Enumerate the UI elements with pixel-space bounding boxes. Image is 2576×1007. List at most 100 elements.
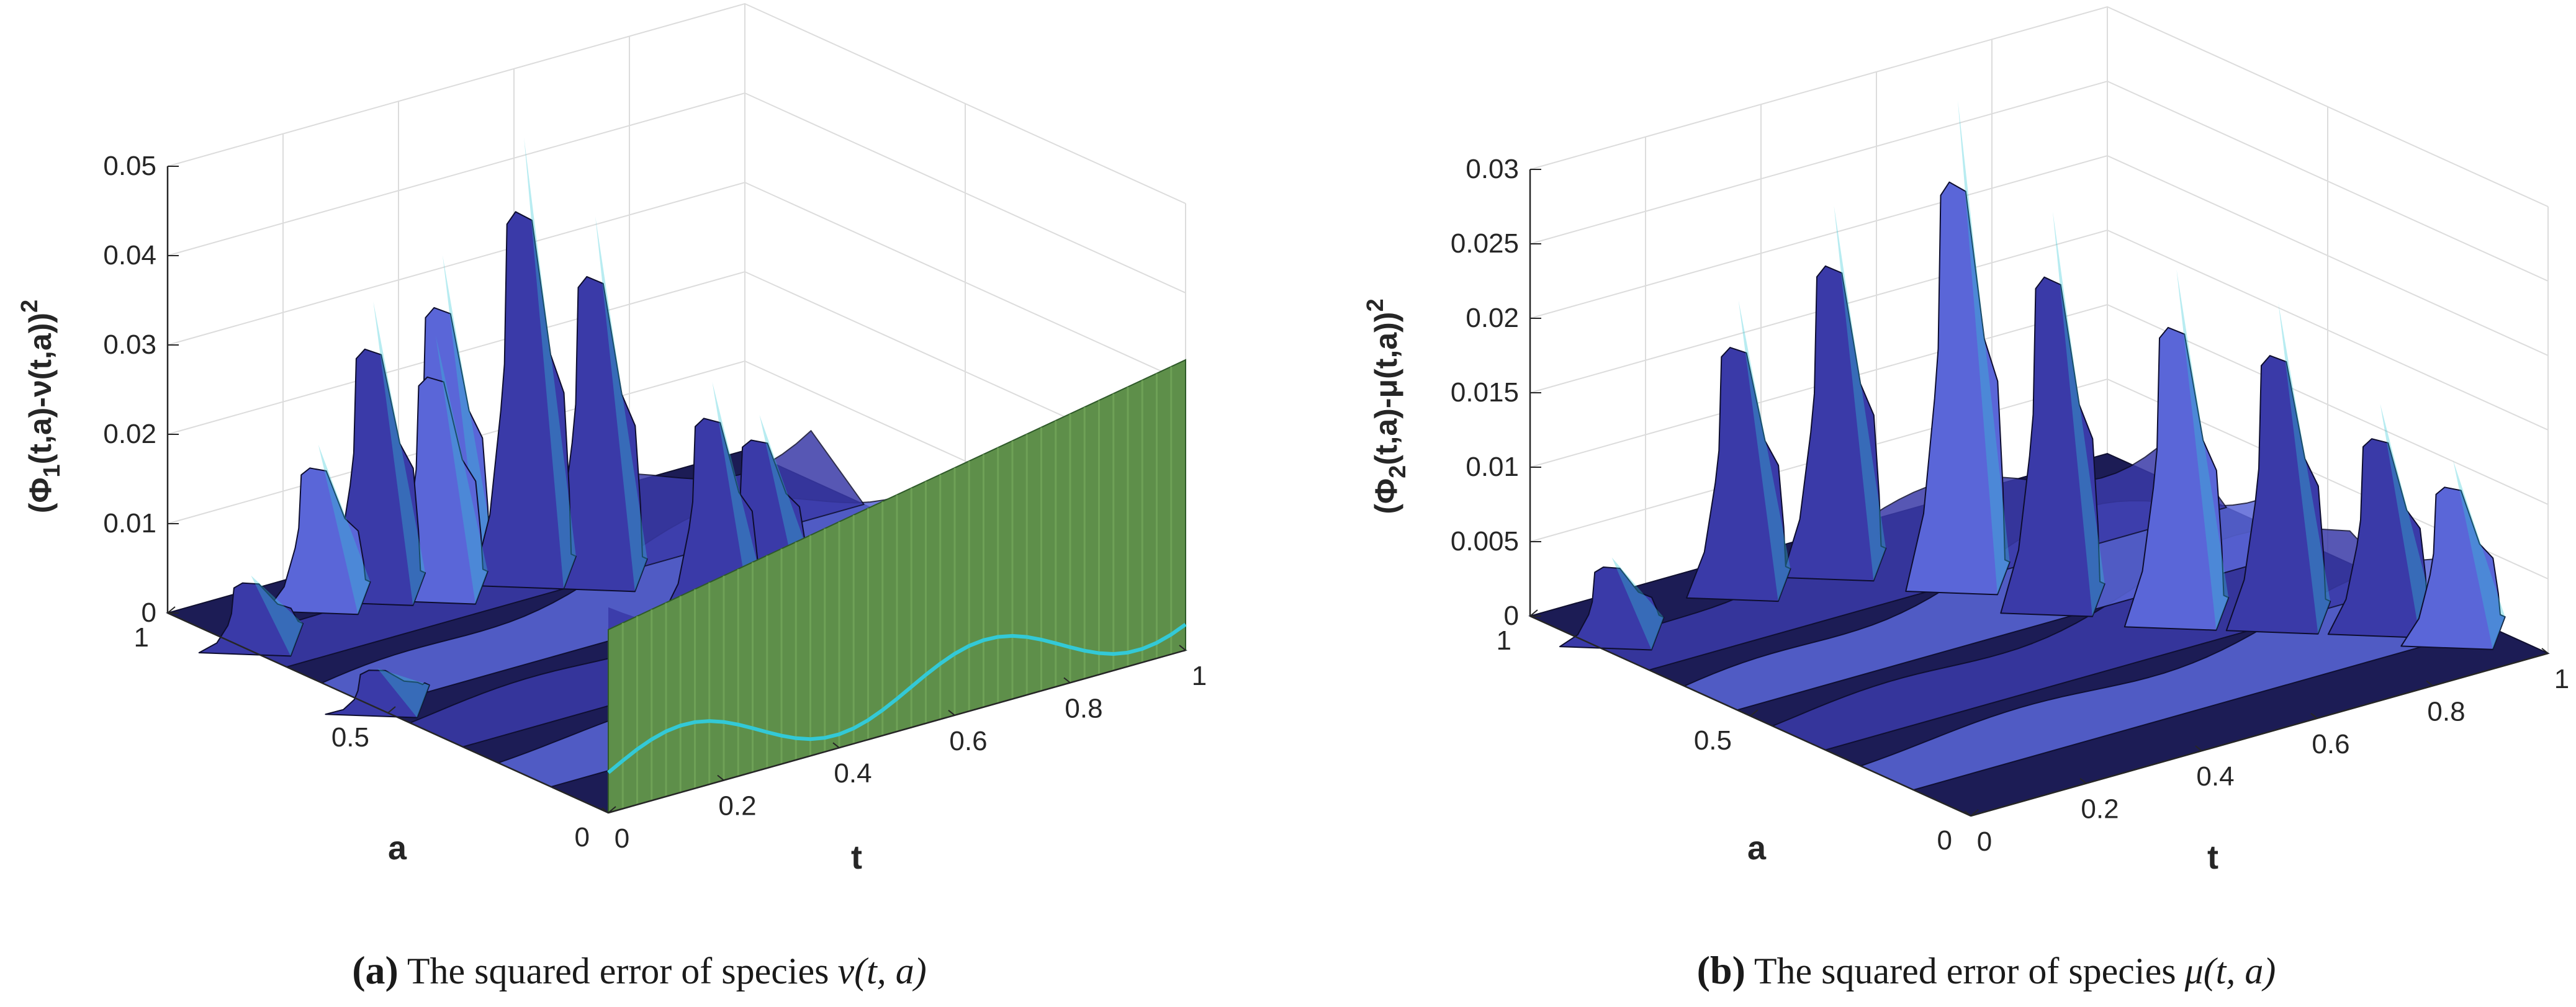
tick-t (2541, 648, 2549, 654)
tick-label-t: 1 (2554, 664, 2569, 694)
tick-label-z: 0.005 (1451, 526, 1519, 557)
tick-a (1529, 609, 1538, 617)
tick-label-z: 0.015 (1451, 377, 1519, 408)
tick-label-t: 0.8 (2427, 696, 2465, 727)
surface-peak-highlight (1958, 100, 2010, 595)
caption-a-text: The squared error of species (407, 951, 829, 991)
surface-peak (1559, 566, 1665, 651)
surface-peak (266, 467, 371, 615)
axis-label-z: (Φ2(t,a)-μ(t,a))2 (1362, 298, 1411, 514)
tick-a (608, 806, 616, 813)
tick-t (2426, 680, 2433, 687)
surface-peak-highlight (2453, 460, 2505, 650)
caption-a-tag: (a) (352, 948, 399, 992)
tick-t (2310, 713, 2318, 719)
surface-peak (2225, 355, 2331, 635)
tick-label-z: 0.01 (103, 508, 156, 539)
tick-label-z: 0.025 (1451, 228, 1519, 259)
tick-label-t: 0.2 (718, 791, 756, 821)
tick-label-a: 0.5 (331, 722, 369, 753)
axis-label-z-sup: 2 (1362, 298, 1389, 311)
tick-label-a: 1 (134, 622, 149, 653)
tick-t (2195, 745, 2202, 751)
axis-label-t: t (851, 839, 862, 876)
axis-label-z-sub: 2 (1385, 465, 1411, 478)
caption-a: (a) The squared error of species ν(t, a) (352, 948, 927, 992)
tick-label-z: 0.05 (103, 151, 156, 181)
surface-peak (2400, 486, 2506, 650)
surface-peak-highlight (2176, 269, 2229, 630)
surface-peak-highlight (1834, 205, 1886, 581)
tick-label-z: 0.02 (1466, 303, 1519, 333)
surface-peak-highlight (2380, 403, 2433, 638)
surface-peak-highlight (436, 336, 488, 604)
surface-peak-highlight (318, 444, 371, 615)
tick-label-a: 0 (1937, 825, 1952, 856)
tick-t (601, 807, 609, 813)
tick-label-t: 0.6 (949, 726, 987, 756)
axis-label-z-mid: (t,a)-μ(t,a)) (1369, 312, 1403, 465)
tick-t (2079, 777, 2087, 784)
tick-label-t: 0 (1977, 826, 1992, 857)
surface-peak (1905, 181, 2011, 596)
grid-line-z (167, 2, 1186, 204)
tick-label-z: 0 (142, 597, 156, 628)
tick-t (948, 710, 955, 716)
caption-b-math: μ(t, a) (2184, 951, 2276, 991)
tick-label-t: 0.2 (2081, 794, 2119, 825)
axis-t (1970, 652, 2549, 817)
tick-label-t: 1 (1192, 661, 1207, 691)
tick-label-z: 0.02 (103, 419, 156, 449)
tick-a (1750, 709, 1759, 717)
caption-b: (b) The squared error of species μ(t, a) (1697, 948, 2276, 992)
panel-b-chart: 0 0.005 0.01 0.015 0.02 0.025 0.03 0 0.2 0.4 0.6 0.… (1362, 6, 2569, 876)
surface-peak (198, 582, 304, 657)
axis-label-z-pre: (Φ (1369, 478, 1403, 514)
surface-peak-highlight (373, 302, 426, 606)
surface-peak-highlight (1738, 300, 1791, 602)
tick-label-z: 0.01 (1466, 452, 1519, 482)
surface-peak (1781, 265, 1887, 582)
surface-peak (2000, 276, 2105, 617)
tick-a (167, 606, 176, 614)
surface-peak (471, 211, 577, 590)
tick-label-t: 0 (615, 823, 629, 854)
plane-wave (607, 622, 1187, 774)
axis-t (608, 649, 1186, 814)
tick-label-t: 0.6 (2312, 729, 2349, 759)
tick-t (1063, 677, 1071, 684)
surface-peak-highlight (1611, 557, 1664, 650)
surface-peak-highlight (251, 575, 304, 656)
axis-label-z-mid: (t,a)-ν(t,a)) (23, 313, 58, 464)
tick-label-a: 1 (1497, 625, 1511, 656)
caption-b-text: The squared error of species (1754, 951, 2176, 991)
tick-label-z: 0 (1504, 601, 1519, 631)
tick-a (387, 706, 396, 714)
axis-label-a: a (388, 830, 407, 867)
tick-a (1970, 809, 1979, 817)
tick-label-t: 0.8 (1065, 693, 1102, 723)
tick-label-a: 0 (575, 822, 590, 853)
tick-label-z: 0.04 (103, 240, 156, 271)
caption-a-math: ν(t, a) (838, 951, 927, 991)
axis-label-z-sup: 2 (17, 300, 43, 313)
tick-t (717, 774, 724, 781)
axis-label-t: t (2207, 839, 2218, 876)
surface-peak-highlight (595, 216, 647, 592)
grid-line-z (1529, 80, 2549, 282)
tick-label-z: 0.03 (103, 329, 156, 360)
surface-peak-highlight (2053, 211, 2105, 617)
tick-t (1179, 645, 1186, 651)
tick-label-t: 0.4 (2196, 761, 2234, 792)
surface-peak-highlight (377, 668, 430, 718)
axis-label-z-sub: 1 (39, 464, 65, 477)
surface-peak-highlight (524, 137, 576, 589)
surface-peak (2123, 326, 2230, 631)
tick-t (832, 742, 840, 748)
tick-label-a: 0.5 (1694, 725, 1732, 756)
surface-peak-highlight (2278, 303, 2331, 634)
tick-t (1964, 810, 1971, 817)
axis-label-a: a (1747, 830, 1767, 867)
panel-a-chart: 00.010.020.030.040.0500.20.40.60.8100.51… (17, 2, 1207, 876)
